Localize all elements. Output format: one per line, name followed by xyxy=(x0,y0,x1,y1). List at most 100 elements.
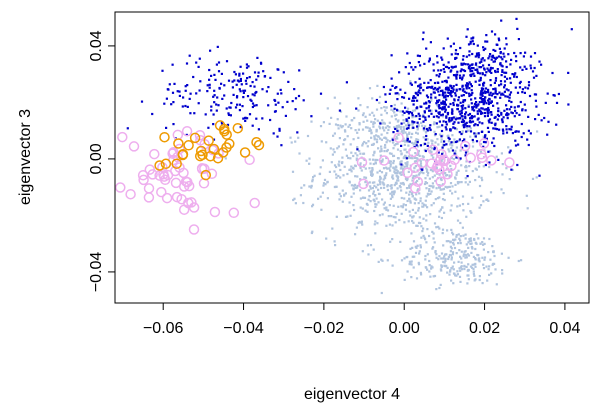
data-point-series-0 xyxy=(370,132,373,135)
data-point-series-1 xyxy=(477,132,480,135)
data-point-series-1 xyxy=(188,97,191,100)
data-point-series-1 xyxy=(454,94,457,97)
data-point-series-0 xyxy=(369,129,373,132)
data-point-series-1 xyxy=(436,100,439,103)
data-point-series-0 xyxy=(347,156,350,160)
data-point-series-1 xyxy=(235,96,239,99)
data-point-series-0 xyxy=(430,147,433,150)
data-point-series-0 xyxy=(391,176,394,179)
data-point-series-1 xyxy=(448,137,451,141)
data-point-series-0 xyxy=(373,200,376,203)
data-point-series-0 xyxy=(447,255,450,259)
data-point-series-1 xyxy=(414,81,417,84)
data-point-series-1 xyxy=(501,70,504,73)
data-point-series-1 xyxy=(498,39,501,42)
data-point-series-0 xyxy=(363,158,366,161)
data-point-series-1 xyxy=(193,112,196,115)
data-point-series-0 xyxy=(433,134,437,137)
data-point-series-0 xyxy=(404,208,408,211)
data-point-series-1 xyxy=(214,78,217,81)
data-point-series-0 xyxy=(473,279,476,282)
data-point-series-1 xyxy=(464,151,468,154)
data-point-series-1 xyxy=(498,128,501,131)
data-point-series-1 xyxy=(240,83,243,86)
data-point-series-0 xyxy=(380,160,383,163)
data-point-series-0 xyxy=(416,132,419,135)
data-point-series-1 xyxy=(484,91,487,95)
data-point-series-0 xyxy=(371,173,374,176)
data-point-series-0 xyxy=(422,205,425,208)
data-point-series-1 xyxy=(513,75,516,78)
data-point-series-1 xyxy=(423,111,426,114)
data-point-series-1 xyxy=(402,96,406,99)
data-point-series-1 xyxy=(445,80,448,83)
data-point-series-0 xyxy=(422,217,425,220)
data-point-series-0 xyxy=(390,152,393,155)
data-point-series-0 xyxy=(392,159,395,163)
data-point-series-0 xyxy=(422,113,425,116)
data-point-series-1 xyxy=(450,53,453,56)
data-point-series-0 xyxy=(455,171,458,174)
data-point-series-1 xyxy=(172,101,175,104)
data-point-series-0 xyxy=(390,108,393,111)
data-point-series-0 xyxy=(422,234,425,237)
data-point-series-0 xyxy=(410,263,413,266)
data-point-series-1 xyxy=(442,92,445,95)
data-point-series-0 xyxy=(474,265,477,268)
data-point-series-1 xyxy=(494,89,497,92)
data-point-series-1 xyxy=(244,117,247,120)
data-point-series-0 xyxy=(450,146,453,150)
data-point-series-0 xyxy=(364,167,367,170)
data-point-series-0 xyxy=(448,150,451,153)
data-point-series-1 xyxy=(469,83,472,86)
data-point-series-0 xyxy=(355,159,358,162)
data-point-series-0 xyxy=(332,148,335,151)
data-point-series-0 xyxy=(416,145,419,148)
data-point-series-0 xyxy=(383,174,386,177)
data-point-series-0 xyxy=(440,178,443,182)
data-point-series-0 xyxy=(386,188,389,192)
data-point-series-1 xyxy=(456,107,459,111)
data-point-series-0 xyxy=(433,121,436,124)
data-point-series-1 xyxy=(434,86,437,90)
data-point-series-0 xyxy=(449,189,452,192)
data-point-series-1 xyxy=(417,91,420,94)
data-point-series-0 xyxy=(438,255,441,258)
data-point-series-1 xyxy=(232,93,235,96)
data-point-series-1 xyxy=(257,128,260,131)
data-point-series-0 xyxy=(400,102,403,105)
data-point-series-1 xyxy=(423,62,426,65)
data-point-series-1 xyxy=(436,61,439,64)
data-point-series-1 xyxy=(239,65,242,68)
data-point-series-1 xyxy=(478,61,481,64)
data-point-series-1 xyxy=(499,80,503,83)
data-point-series-1 xyxy=(438,104,441,107)
data-point-series-1 xyxy=(384,93,387,96)
data-point-series-1 xyxy=(470,73,473,76)
data-point-series-1 xyxy=(451,90,454,93)
data-point-series-1 xyxy=(457,99,460,102)
data-point-series-0 xyxy=(461,195,465,198)
data-point-series-0 xyxy=(459,149,462,152)
data-point-series-1 xyxy=(220,121,223,124)
data-point-series-1 xyxy=(469,42,472,45)
data-point-series-0 xyxy=(404,124,408,127)
data-point-series-0 xyxy=(371,97,374,100)
data-point-series-0 xyxy=(451,231,454,234)
data-point-series-2 xyxy=(426,158,437,169)
data-point-series-1 xyxy=(494,87,497,91)
data-point-series-0 xyxy=(452,272,456,275)
data-point-series-0 xyxy=(392,215,395,219)
data-point-series-1 xyxy=(475,101,478,104)
data-point-series-1 xyxy=(437,87,440,90)
data-point-series-0 xyxy=(417,209,420,212)
data-point-series-0 xyxy=(386,131,389,135)
data-point-series-1 xyxy=(555,101,559,104)
data-point-series-1 xyxy=(426,96,430,99)
data-point-series-0 xyxy=(448,185,451,188)
y-axis-label: eigenvector 3 xyxy=(17,109,34,205)
data-point-series-1 xyxy=(419,92,422,95)
data-point-series-1 xyxy=(509,77,512,80)
data-point-series-1 xyxy=(494,70,497,74)
data-point-series-0 xyxy=(490,272,493,275)
